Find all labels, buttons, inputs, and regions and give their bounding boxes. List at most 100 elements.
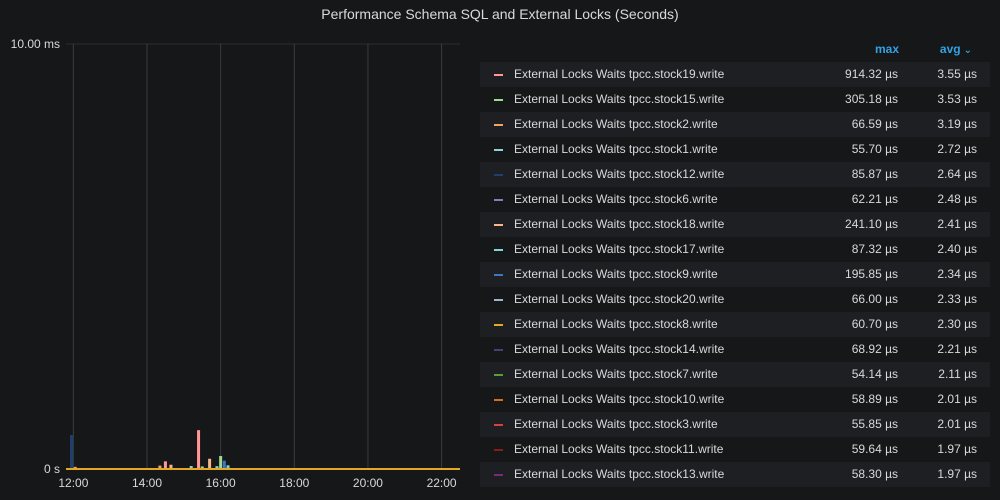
series-spike — [158, 465, 162, 469]
time-series-chart[interactable]: 12:00 14:00 16:00 18:00 20:00 22:00 10.00 ms 0 … — [0, 30, 470, 500]
legend-item-name[interactable]: External Locks Waits tpcc.stock9.write — [514, 267, 718, 281]
legend-item-avg: 2.34 µs — [937, 267, 977, 281]
legend-table: max avg ⌄ External Locks Waits tpcc.stock… — [480, 36, 990, 487]
legend-item[interactable]: External Locks Waits tpcc.stock18.write 2… — [480, 212, 990, 237]
x-tick-label: 22:00 — [427, 476, 457, 490]
series-spike — [219, 456, 223, 469]
legend-item-avg: 3.55 µs — [937, 67, 977, 81]
legend-column-avg-label: avg — [939, 42, 961, 56]
chevron-down-icon: ⌄ — [963, 45, 972, 56]
legend-item-avg: 2.11 µs — [938, 367, 977, 381]
series-color-swatch[interactable] — [494, 174, 503, 176]
legend-item[interactable]: External Locks Waits tpcc.stock14.write 6… — [480, 337, 990, 362]
series-color-swatch[interactable] — [494, 74, 503, 76]
legend-item-avg: 3.19 µs — [937, 117, 977, 131]
legend-item-max: 54.14 µs — [851, 367, 898, 381]
legend-item-name[interactable]: External Locks Waits tpcc.stock11.write — [514, 442, 724, 456]
series-color-swatch[interactable] — [494, 299, 503, 301]
legend-column-max[interactable]: max — [874, 42, 899, 56]
series-color-swatch[interactable] — [494, 124, 503, 126]
legend-item-max: 195.85 µs — [845, 267, 898, 281]
legend-item[interactable]: External Locks Waits tpcc.stock8.write 60… — [480, 312, 990, 337]
legend-item-name[interactable]: External Locks Waits tpcc.stock14.write — [514, 342, 725, 356]
series-color-swatch[interactable] — [494, 399, 503, 401]
series-color-swatch[interactable] — [494, 474, 503, 476]
series-spike — [200, 466, 204, 469]
legend-item-name[interactable]: External Locks Waits tpcc.stock3.write — [514, 417, 718, 431]
legend-item[interactable]: External Locks Waits tpcc.stock13.write 5… — [480, 462, 990, 487]
legend-item[interactable]: External Locks Waits tpcc.stock17.write 8… — [480, 237, 990, 262]
legend-item-name[interactable]: External Locks Waits tpcc.stock13.write — [514, 467, 725, 481]
legend-item-name[interactable]: External Locks Waits tpcc.stock6.write — [514, 192, 718, 206]
legend-item-max: 60.70 µs — [851, 317, 898, 331]
series-color-swatch[interactable] — [494, 374, 503, 376]
series-color-swatch[interactable] — [494, 449, 503, 451]
series-color-swatch[interactable] — [494, 149, 503, 151]
legend-item-name[interactable]: External Locks Waits tpcc.stock17.write — [514, 242, 725, 256]
legend-item-max: 85.87 µs — [851, 167, 898, 181]
legend-item-name[interactable]: External Locks Waits tpcc.stock19.write — [514, 67, 725, 81]
legend-item-avg: 2.48 µs — [937, 192, 977, 206]
legend-item-name[interactable]: External Locks Waits tpcc.stock20.write — [514, 292, 725, 306]
legend-item-name[interactable]: External Locks Waits tpcc.stock18.write — [514, 217, 725, 231]
legend-item-avg: 1.97 µs — [937, 467, 977, 481]
legend-item[interactable]: External Locks Waits tpcc.stock7.write 54… — [480, 362, 990, 387]
legend-item[interactable]: External Locks Waits tpcc.stock2.write 66… — [480, 112, 990, 137]
series-spike — [169, 464, 173, 469]
legend-item[interactable]: External Locks Waits tpcc.stock6.write 62… — [480, 187, 990, 212]
legend-item-avg: 2.72 µs — [937, 142, 977, 156]
series-spike — [215, 466, 219, 469]
panel-title[interactable]: Performance Schema SQL and External Lock… — [321, 6, 679, 22]
legend-item-name[interactable]: External Locks Waits tpcc.stock10.write — [514, 392, 725, 406]
series-color-swatch[interactable] — [494, 249, 503, 251]
series-spike — [163, 461, 167, 469]
legend-item-avg: 2.21 µs — [937, 342, 977, 356]
legend-item[interactable]: External Locks Waits tpcc.stock12.write 8… — [480, 162, 990, 187]
series-spike — [226, 465, 230, 469]
legend-item[interactable]: External Locks Waits tpcc.stock20.write 6… — [480, 287, 990, 312]
series-color-swatch[interactable] — [494, 424, 503, 426]
legend-item-max: 68.92 µs — [851, 342, 898, 356]
x-tick-label: 12:00 — [58, 476, 88, 490]
legend-item-avg: 2.41 µs — [937, 217, 977, 231]
y-tick-label: 10.00 ms — [11, 37, 60, 51]
legend-header: max avg ⌄ — [480, 36, 990, 62]
series-color-swatch[interactable] — [494, 224, 503, 226]
legend-item-name[interactable]: External Locks Waits tpcc.stock12.write — [514, 167, 725, 181]
legend-item-name[interactable]: External Locks Waits tpcc.stock7.write — [514, 367, 718, 381]
x-tick-label: 20:00 — [353, 476, 383, 490]
legend-item[interactable]: External Locks Waits tpcc.stock3.write 55… — [480, 412, 990, 437]
series-color-swatch[interactable] — [494, 199, 503, 201]
legend-item-max: 58.89 µs — [851, 392, 898, 406]
legend-item[interactable]: External Locks Waits tpcc.stock9.write 19… — [480, 262, 990, 287]
series-color-swatch[interactable] — [494, 324, 503, 326]
legend-item-max: 66.59 µs — [851, 117, 898, 131]
legend-item-avg: 2.40 µs — [937, 242, 977, 256]
legend-item-avg: 1.97 µs — [937, 442, 977, 456]
legend-item-name[interactable]: External Locks Waits tpcc.stock8.write — [514, 317, 718, 331]
legend-item[interactable]: External Locks Waits tpcc.stock10.write 5… — [480, 387, 990, 412]
legend-item-max: 305.18 µs — [845, 92, 898, 106]
legend-item-name[interactable]: External Locks Waits tpcc.stock2.write — [514, 117, 718, 131]
series-color-swatch[interactable] — [494, 274, 503, 276]
legend-column-avg[interactable]: avg ⌄ — [940, 42, 972, 56]
legend-item[interactable]: External Locks Waits tpcc.stock11.write 5… — [480, 437, 990, 462]
legend-item[interactable]: External Locks Waits tpcc.stock15.write 3… — [480, 87, 990, 112]
y-tick-label: 0 s — [44, 462, 60, 476]
graph-area[interactable]: 12:00 14:00 16:00 18:00 20:00 22:00 10.00 ms 0 … — [0, 30, 470, 500]
series-color-swatch[interactable] — [494, 349, 503, 351]
legend-item-max: 55.70 µs — [851, 142, 898, 156]
legend-item-max: 241.10 µs — [845, 217, 898, 231]
legend-rows: External Locks Waits tpcc.stock19.write 9… — [480, 62, 990, 487]
x-tick-label: 14:00 — [132, 476, 162, 490]
series-spike — [70, 435, 74, 469]
legend-item[interactable]: External Locks Waits tpcc.stock1.write 55… — [480, 137, 990, 162]
legend-item-max: 87.32 µs — [851, 242, 898, 256]
legend-item-name[interactable]: External Locks Waits tpcc.stock1.write — [514, 142, 718, 156]
series-spike — [73, 466, 77, 469]
legend-item-avg: 2.33 µs — [937, 292, 977, 306]
legend-item-max: 58.30 µs — [851, 467, 898, 481]
legend-item[interactable]: External Locks Waits tpcc.stock19.write 9… — [480, 62, 990, 87]
legend-item-name[interactable]: External Locks Waits tpcc.stock15.write — [514, 92, 725, 106]
series-color-swatch[interactable] — [494, 99, 503, 101]
